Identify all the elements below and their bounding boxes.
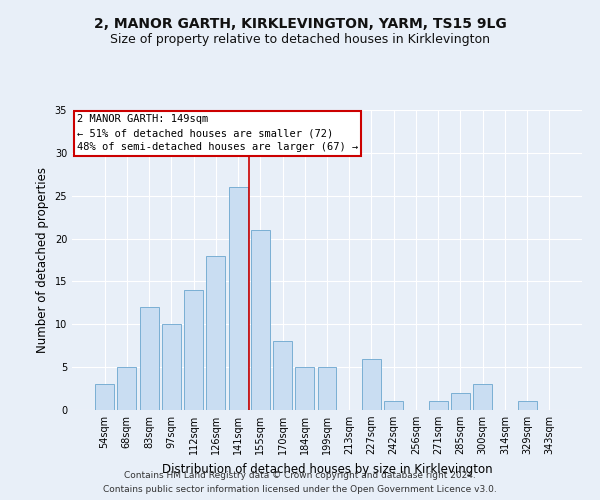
Bar — [273, 342, 292, 410]
X-axis label: Distribution of detached houses by size in Kirklevington: Distribution of detached houses by size … — [161, 462, 493, 475]
Bar — [140, 307, 158, 410]
Bar — [162, 324, 181, 410]
Bar — [518, 402, 536, 410]
Bar — [229, 187, 248, 410]
Text: Size of property relative to detached houses in Kirklevington: Size of property relative to detached ho… — [110, 32, 490, 46]
Bar — [362, 358, 381, 410]
Bar — [384, 402, 403, 410]
Text: Contains HM Land Registry data © Crown copyright and database right 2024.: Contains HM Land Registry data © Crown c… — [124, 472, 476, 480]
Text: Contains public sector information licensed under the Open Government Licence v3: Contains public sector information licen… — [103, 484, 497, 494]
Text: 2 MANOR GARTH: 149sqm
← 51% of detached houses are smaller (72)
48% of semi-deta: 2 MANOR GARTH: 149sqm ← 51% of detached … — [77, 114, 358, 152]
Bar — [317, 367, 337, 410]
Bar — [473, 384, 492, 410]
Bar — [295, 367, 314, 410]
Bar — [95, 384, 114, 410]
Text: 2, MANOR GARTH, KIRKLEVINGTON, YARM, TS15 9LG: 2, MANOR GARTH, KIRKLEVINGTON, YARM, TS1… — [94, 18, 506, 32]
Bar — [451, 393, 470, 410]
Bar — [206, 256, 225, 410]
Bar — [251, 230, 270, 410]
Y-axis label: Number of detached properties: Number of detached properties — [36, 167, 49, 353]
Bar — [184, 290, 203, 410]
Bar — [118, 367, 136, 410]
Bar — [429, 402, 448, 410]
